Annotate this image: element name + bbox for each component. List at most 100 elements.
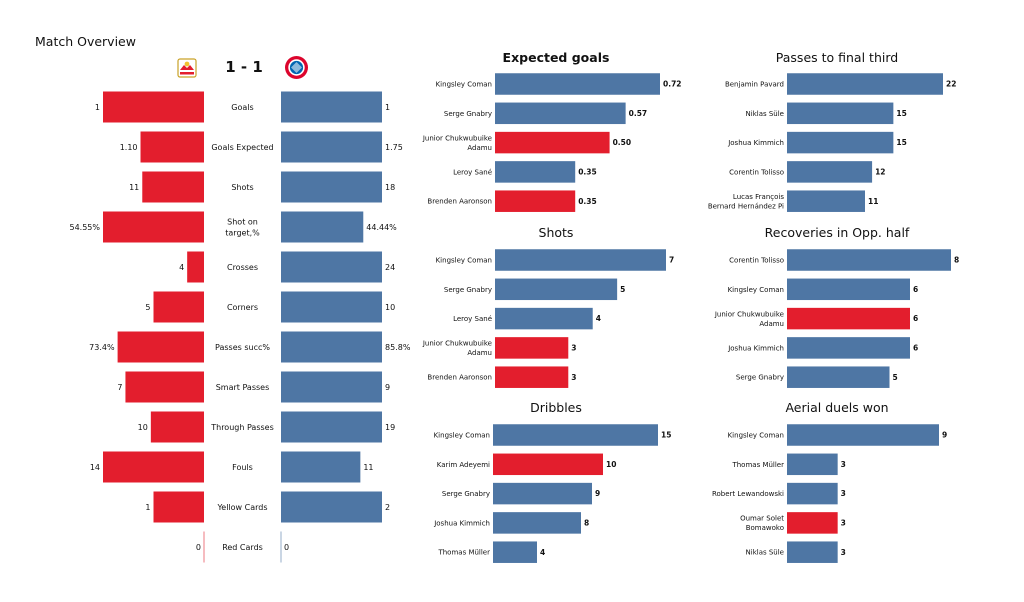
player-name-label: Corentin Tolisso: [729, 256, 784, 264]
comparison-category-label: Red Cards: [222, 543, 263, 552]
player-value-label: 15: [896, 109, 906, 118]
comparison-category-label: Smart Passes: [216, 383, 270, 392]
player-name-label: Karim Adeyemi: [437, 461, 490, 469]
home-value-label: 54.55%: [69, 223, 100, 232]
home-value-label: 7: [117, 383, 122, 392]
away-value-label: 9: [385, 383, 390, 392]
home-bar: [142, 171, 204, 203]
comparison-category-label: Goals Expected: [211, 143, 273, 152]
away-bar: [281, 291, 382, 323]
player-value-label: 0.35: [578, 168, 597, 177]
player-name-label: Kingsley Coman: [728, 431, 784, 439]
home-value-label: 14: [90, 463, 100, 472]
player-value-label: 7: [669, 256, 674, 265]
bayern-crest-icon: [285, 56, 308, 79]
player-name-label: Serge Gnabry: [736, 374, 784, 382]
home-bar: [117, 331, 204, 363]
player-bar: [495, 161, 576, 183]
home-bar: [103, 451, 204, 483]
home-bar: [153, 491, 204, 523]
comparison-category-label: Fouls: [232, 463, 253, 472]
player-value-label: 15: [661, 431, 671, 440]
away-value-label: 1: [385, 103, 390, 112]
player-bar: [787, 131, 894, 154]
player-value-label: 15: [896, 138, 906, 147]
home-value-label: 0: [196, 543, 201, 552]
away-bar: [281, 91, 382, 123]
player-bar: [493, 424, 658, 446]
player-name-label: Oumar Solet Bomawoko: [740, 515, 784, 533]
away-bar: [281, 171, 382, 203]
home-value-label: 11: [129, 183, 139, 192]
player-bar: [787, 278, 910, 301]
player-bar: [787, 307, 910, 330]
player-bar: [495, 73, 660, 95]
player-name-label: Niklas Süle: [746, 549, 784, 557]
player-value-label: 12: [875, 168, 885, 177]
player-name-label: Serge Gnabry: [442, 490, 490, 498]
player-bar: [787, 512, 838, 534]
home-bar: [103, 91, 204, 123]
player-value-label: 6: [913, 285, 918, 294]
comparison-category-label: Through Passes: [210, 423, 274, 432]
player-bar: [495, 249, 666, 271]
player-name-label: Kingsley Coman: [434, 431, 490, 439]
player-value-label: 6: [913, 314, 918, 323]
player-name-label: Serge Gnabry: [444, 286, 492, 294]
player-value-label: 3: [571, 344, 576, 353]
away-value-label: 11: [363, 463, 373, 472]
away-value-label: 0: [284, 543, 289, 552]
home-value-label: 1: [145, 503, 150, 512]
player-value-label: 3: [571, 373, 576, 382]
player-name-label: Joshua Kimmich: [727, 344, 784, 352]
player-bar: [787, 249, 951, 271]
player-value-label: 3: [841, 548, 846, 557]
player-value-label: 0.35: [578, 197, 597, 206]
player-name-label: Leroy Sané: [453, 168, 492, 176]
player-name-label: Thomas Müller: [437, 549, 490, 557]
player-name-label: Robert Lewandowski: [712, 490, 784, 498]
player-bar: [787, 102, 894, 125]
player-value-label: 8: [954, 256, 959, 265]
away-bar: [281, 331, 382, 363]
player-value-label: 9: [595, 489, 600, 498]
away-value-label: 1.75: [385, 143, 403, 152]
away-bar: [281, 451, 361, 483]
player-value-label: 3: [841, 489, 846, 498]
player-bar: [787, 453, 838, 476]
player-bar: [493, 512, 581, 534]
player-bar: [787, 541, 838, 563]
home-value-label: 10: [138, 423, 148, 432]
player-bar: [493, 482, 592, 505]
page-title: Match Overview: [35, 34, 136, 49]
home-bar: [187, 251, 204, 283]
player-name-label: Kingsley Coman: [436, 256, 492, 264]
player-value-label: 5: [893, 373, 898, 382]
away-bar: [281, 491, 382, 523]
player-value-label: 4: [540, 548, 545, 557]
panel-title: Expected goals: [503, 50, 610, 65]
away-value-label: 2: [385, 503, 390, 512]
player-value-label: 8: [584, 519, 589, 528]
player-value-label: 4: [596, 314, 601, 323]
panel-title: Dribbles: [530, 400, 582, 415]
player-name-label: Serge Gnabry: [444, 110, 492, 118]
player-bar: [495, 307, 593, 330]
away-value-label: 85.8%: [385, 343, 411, 352]
player-name-label: Kingsley Coman: [728, 286, 784, 294]
player-name-label: Niklas Süle: [746, 110, 784, 118]
player-bar: [787, 424, 939, 446]
away-value-label: 44.44%: [366, 223, 397, 232]
player-bar: [495, 278, 618, 301]
comparison-category-label: Passes succ%: [215, 343, 270, 352]
player-value-label: 6: [913, 344, 918, 353]
comparison-category-label: Shot on target,%: [225, 217, 260, 237]
home-bar: [140, 131, 204, 163]
player-value-label: 5: [620, 285, 625, 294]
player-name-label: Brenden Aaronson: [427, 374, 492, 382]
player-name-label: Corentin Tolisso: [729, 168, 784, 176]
player-name-label: Benjamin Pavard: [725, 80, 784, 88]
player-value-label: 9: [942, 431, 947, 440]
player-name-label: Leroy Sané: [453, 315, 492, 323]
